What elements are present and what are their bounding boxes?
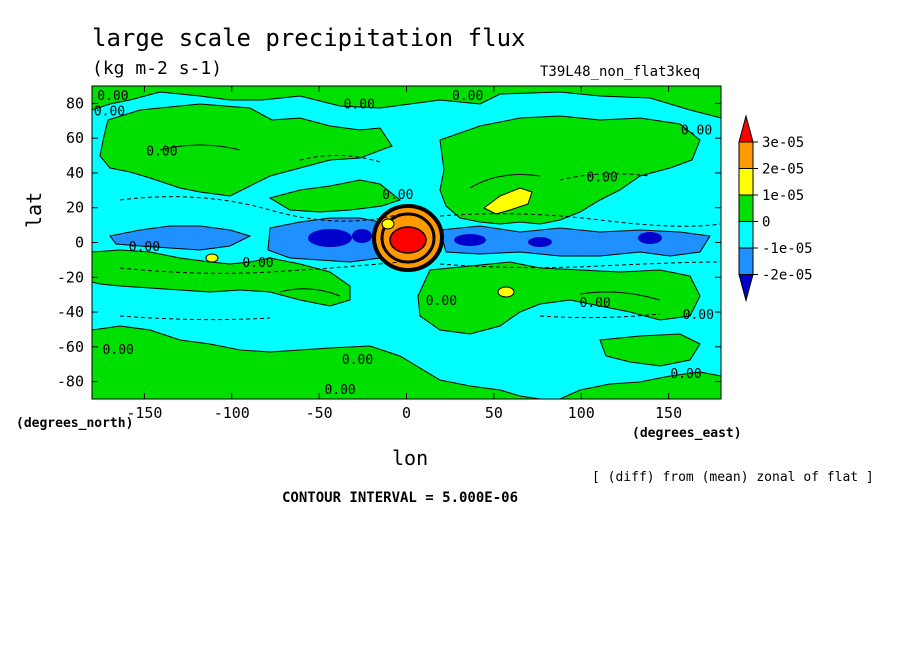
contour-label: 0.00 — [452, 89, 483, 104]
y-tick-label: -80 — [57, 373, 84, 391]
y-tick-label: 80 — [66, 94, 84, 112]
axis-ticks: -150 -100 -50 0 50 100 150 80 60 40 20 0 -20 -40 -60 -8… — [57, 86, 721, 422]
colorbar-label: -1e-05 — [762, 241, 813, 257]
y-unit-label: (degrees_north) — [16, 416, 134, 431]
y-tick-label: -40 — [57, 303, 84, 321]
x-tick-label: -50 — [306, 404, 333, 422]
field-very-negative — [308, 229, 662, 247]
x-tick-label: 0 — [402, 404, 411, 422]
chart-units: (kg m-2 s-1) — [92, 58, 223, 79]
contour-interval: CONTOUR INTERVAL = 5.000E-06 — [282, 490, 519, 506]
diff-note: [ (diff) from (mean) zonal of flat ] — [592, 470, 874, 485]
colorbar-top-arrow — [738, 114, 754, 143]
positive-contours — [159, 144, 661, 301]
x-tick-label: 50 — [485, 404, 503, 422]
contour-label: 0.00 — [382, 188, 413, 203]
y-tick-label: -20 — [57, 268, 84, 286]
y-tick-label: 40 — [66, 164, 84, 182]
contour-label: 0.00 — [580, 296, 611, 311]
field-max-center — [372, 204, 444, 272]
x-tick-label: 100 — [568, 404, 595, 422]
contour-label: 0.00 — [344, 98, 375, 113]
contour-label: 0.00 — [97, 89, 128, 104]
y-axis-label: lat — [22, 191, 46, 228]
contour-label: 0.00 — [129, 240, 160, 255]
run-name: T39L48_non_flat3keq — [540, 64, 701, 80]
y-tick-label: 60 — [66, 129, 84, 147]
colorbar-segment — [738, 247, 754, 275]
colorbar-label: -2e-05 — [762, 268, 813, 284]
colorbar-bottom-arrow — [738, 274, 754, 303]
x-unit-label: (degrees_east) — [632, 426, 742, 441]
contour-label: 0.00 — [587, 171, 618, 186]
x-tick-label: 150 — [655, 404, 682, 422]
x-tick-label: -150 — [126, 404, 162, 422]
colorbar-label: 3e-05 — [762, 135, 804, 151]
negative-contours — [119, 155, 721, 321]
colorbar-segment — [738, 168, 754, 196]
x-tick-label: -100 — [214, 404, 250, 422]
field-positive-regions — [92, 86, 721, 399]
contour-label: 0.00 — [94, 105, 125, 120]
y-tick-label: 20 — [66, 199, 84, 217]
y-tick-label: -60 — [57, 338, 84, 356]
contour-label: 0.00 — [426, 294, 457, 309]
colorbar-segment — [738, 194, 754, 222]
contour-label: 0.00 — [670, 367, 701, 382]
contour-labels: 0.000.00 0.000.000.000.000.000.000.000.00… — [94, 89, 714, 398]
contour-label: 0.00 — [683, 308, 714, 323]
contour-label: 0.00 — [103, 343, 134, 358]
chart-title: large scale precipitation flux — [92, 24, 526, 52]
contour-label: 0.00 — [681, 124, 712, 139]
y-tick-label: 0 — [75, 234, 84, 252]
colorbar-segment — [738, 221, 754, 249]
colorbar-label: 1e-05 — [762, 188, 804, 204]
colorbar-segment — [738, 141, 754, 169]
contour-label: 0.00 — [342, 353, 373, 368]
colorbar: 3e-05 2e-05 1e-05 0 -1e-05 -2e-05 — [738, 114, 813, 303]
contour-label: 0.00 — [242, 256, 273, 271]
colorbar-label: 2e-05 — [762, 162, 804, 178]
contour-label: 0.00 — [146, 145, 177, 160]
colorbar-label: 0 — [762, 215, 770, 231]
field-yellow-pockets — [205, 187, 533, 298]
contour-label: 0.00 — [324, 383, 355, 398]
x-axis-label: lon — [392, 446, 429, 470]
